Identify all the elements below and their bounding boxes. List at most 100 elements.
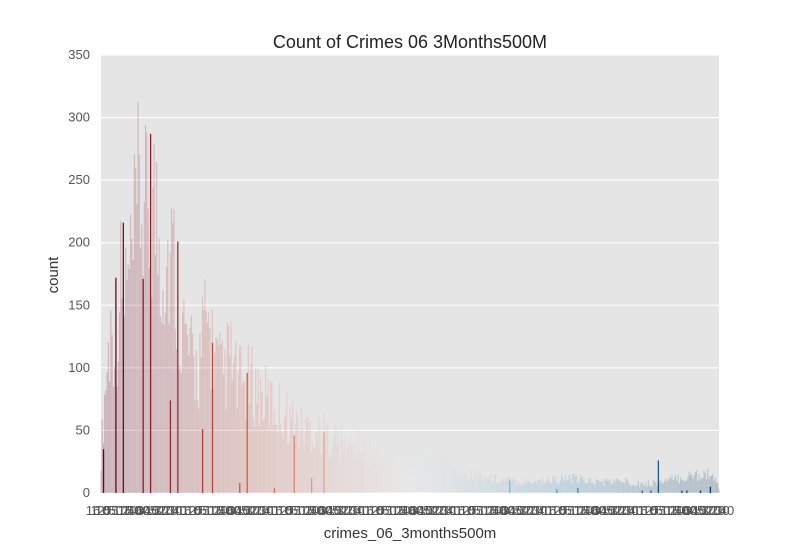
bar [434,457,436,493]
bar-highlight [699,490,702,493]
x-tick-label: 10 [483,503,497,518]
bar [175,349,178,493]
bar [641,482,643,493]
x-tick-label: 15 [328,503,342,518]
bar-highlight [709,486,712,493]
bar [642,485,644,493]
bar [717,483,719,493]
bar [225,408,227,493]
bar [296,411,298,493]
bar [681,479,683,493]
bar [291,418,293,493]
bar [276,425,278,493]
bar [582,476,584,493]
bar [511,478,513,493]
bar [341,439,343,493]
bar [314,445,316,493]
bar [235,341,237,493]
bar [100,470,102,493]
bar [392,453,394,493]
bar [568,474,570,493]
bar [475,476,477,493]
y-tick-label: 150 [68,297,90,312]
bar [130,214,132,493]
bar [208,311,210,493]
bar-highlight [115,277,117,493]
bar [152,187,154,493]
x-tick-label: 30 [168,503,182,518]
bar [298,447,300,493]
bar [335,444,337,493]
bar-highlight [686,490,688,493]
bar [580,478,583,493]
bar [414,455,417,493]
bar [528,481,531,493]
bar [559,480,561,493]
bar [544,481,547,493]
bar [431,450,433,493]
bar [517,485,519,493]
bar [256,404,258,493]
x-tick-label: 20 [213,503,227,518]
bar [350,448,352,493]
x-tick-label: 60 [683,503,697,518]
bar [571,483,573,493]
bar [164,312,166,493]
bar [606,481,609,493]
x-tick-label: 340 [137,503,159,518]
bar [590,482,592,493]
bar [292,399,294,493]
bar [551,482,553,493]
bar [457,473,459,493]
bar [381,457,383,493]
bar [459,473,461,493]
bar [701,477,703,493]
bar [121,298,123,493]
bar [231,380,233,493]
bar [413,474,415,493]
x-tick-label: 10 [569,503,583,518]
bar [401,471,403,493]
bar [127,263,129,493]
x-tick-label: 10 [478,503,492,518]
x-tick-label: 12 [273,503,287,518]
bar [283,419,285,493]
bar [564,474,566,493]
bar [573,473,575,493]
bar [546,481,548,493]
x-tick-label: 50 [656,503,670,518]
bar [604,479,606,493]
bar [433,451,435,493]
bar [140,248,142,493]
bar [653,480,656,493]
bar [515,485,517,493]
bar [579,474,581,493]
bar [408,465,410,493]
bar [131,238,133,493]
x-tick-label: 40 [629,503,643,518]
bar [481,479,483,493]
chart-title: Count of Crimes 06 3Months500M [273,32,547,52]
bar [577,482,579,493]
x-tick-label: 20 [619,503,633,518]
bar [630,486,632,493]
bar [471,479,474,493]
x-tick-label: 20 [487,503,501,518]
bar [543,483,545,493]
bar [671,475,673,493]
bar [691,473,693,493]
bar-highlight [310,477,313,493]
bar [562,477,564,493]
bar [449,468,451,493]
x-tick-label: 50 [423,503,437,518]
bar [216,338,218,493]
bar [651,486,653,493]
bar [144,125,147,494]
bar [210,389,212,493]
x-tick-label: 10 [204,503,218,518]
bar [163,324,165,493]
bar [310,452,313,493]
bar [109,381,111,493]
bar [578,481,580,493]
x-tick-label: 30 [519,503,533,518]
